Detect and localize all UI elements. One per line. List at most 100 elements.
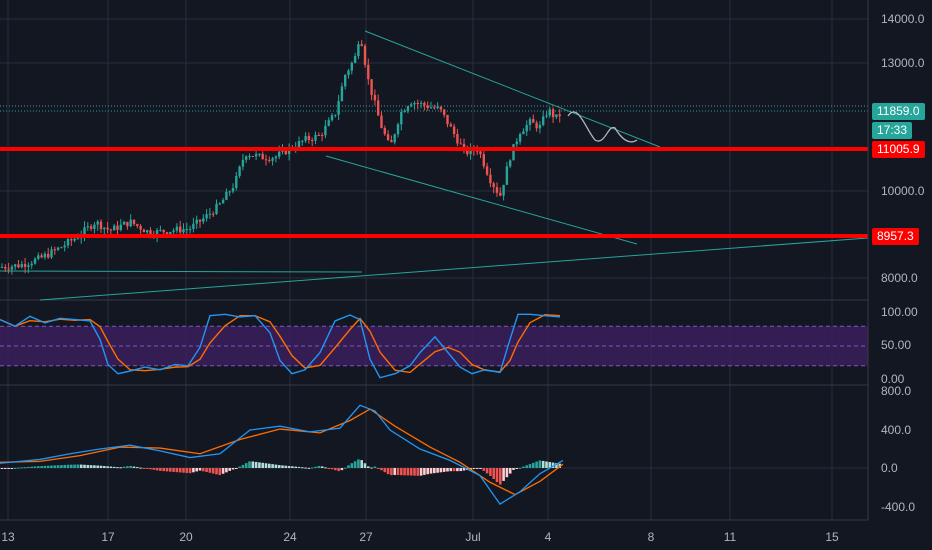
macd-histogram-bar [429,468,433,474]
candle-body [73,238,76,241]
macd-histogram-bar [165,468,169,472]
macd-histogram-bar [119,467,123,469]
macd-histogram-bar [413,468,416,476]
candle-body [413,102,416,105]
candle-body [205,214,208,219]
candle-body [106,227,109,230]
macd-histogram-bar [205,468,208,473]
macd-histogram-bar [475,468,479,469]
candle-body [307,136,311,141]
macd-histogram-bar [396,468,400,476]
macd-histogram-bar [172,468,175,472]
candle-body [344,75,347,87]
macd-histogram-bar [126,466,129,468]
macd-histogram-bar [53,465,57,468]
macd-histogram-bar [218,468,222,476]
price-axis[interactable]: 14000.013000.010000.09000.08000.0100.005… [867,0,932,550]
time-tick: 4 [545,530,552,544]
macd-histogram-bar [555,463,558,468]
macd-histogram-bar [416,468,420,476]
macd-histogram-bar [195,468,198,472]
candle-body [60,247,63,249]
macd-histogram-bar [304,467,307,469]
macd-line [0,404,564,505]
stoch-rsi-pane[interactable] [0,313,868,379]
macd-histogram-bar [159,468,162,471]
macd-histogram-bar [86,464,90,468]
macd-histogram-bar [446,468,449,472]
candle-body [482,154,485,167]
candle-body [63,245,66,248]
candle-body [254,154,258,157]
macd-histogram-bar [403,468,406,476]
macd-histogram-bar [281,465,284,468]
macd-histogram-bar [492,468,495,480]
time-tick: 13 [1,530,15,544]
candle-body [212,213,215,215]
candle-body [320,135,324,137]
candle-body [56,247,60,250]
candle-body [86,226,89,228]
macd-pane[interactable] [0,404,868,505]
macd-histogram-bar [353,461,357,468]
candle-body [4,267,7,269]
candle-body [522,131,525,135]
price-tick: 13000.0 [881,56,925,70]
time-tick: 20 [179,530,193,544]
support-lines[interactable] [0,147,868,238]
candle-body [258,153,261,155]
macd-histogram-bar [327,468,330,469]
candle-body [370,79,373,95]
candle-body [380,115,383,128]
macd-histogram-bar [548,462,552,468]
candle-body [357,44,360,57]
macd-histogram-bar [462,468,466,471]
trendlines[interactable] [0,30,869,301]
macd-histogram-bar [103,465,106,468]
candle-body [7,268,10,270]
candle-body [231,187,235,192]
candle-body [30,263,33,266]
candle-body [446,114,449,125]
macd-histogram-bar [274,464,278,468]
macd-histogram-bar [96,465,99,468]
candle-body [512,144,515,161]
macd-histogram-bar [479,468,482,469]
macd-histogram-bar [258,462,261,468]
candle-body [215,203,218,214]
macd-histogram-bar [301,467,304,469]
candle-body [528,119,532,125]
candle-body [33,258,37,264]
macd-histogram-bar [112,466,116,468]
macd-histogram-bar [37,466,40,468]
candle-body [188,228,192,230]
macd-histogram-bar [93,465,96,468]
macd-histogram-bar [142,468,146,469]
candle-body [301,140,304,142]
macd-histogram-bar [208,468,212,473]
macd-histogram-bar [538,460,542,468]
macd-histogram-bar [419,468,423,476]
macd-histogram-bar [287,466,291,468]
candle-body [314,134,317,141]
macd-histogram-bar [495,468,499,483]
macd-histogram-bar [192,468,195,473]
time-axis[interactable]: 13 17 20 24 27 Jul 4 8 11 15 [1,530,839,544]
macd-histogram-bar [532,462,535,468]
macd-histogram-bar [393,468,396,475]
candle-body [136,224,139,226]
candle-body [20,263,23,268]
candle-body [93,224,96,229]
candle-body [403,111,406,113]
candle-body [70,239,73,241]
candle-body [119,224,122,230]
macd-histogram-bar [284,465,288,468]
macd-histogram-bar [400,468,403,476]
macd-histogram-bar [254,461,258,468]
candle-body [139,225,142,230]
candle-body [149,230,152,236]
macd-histogram-bar [215,468,218,475]
macd-histogram-bar [13,467,17,469]
macd-histogram-bar [238,466,241,468]
